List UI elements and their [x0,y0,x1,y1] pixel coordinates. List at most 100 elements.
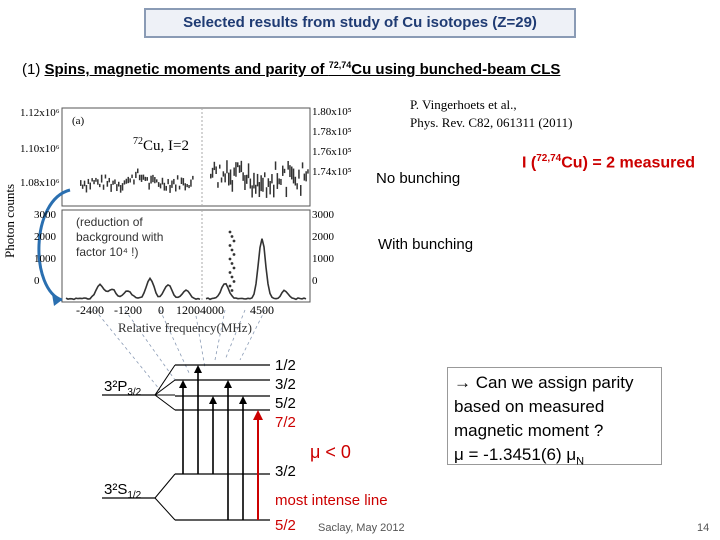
data-point [210,173,212,179]
lower-right-spectrum [205,238,307,301]
data-point [237,162,239,168]
peak-dot [230,289,234,292]
data-point [211,167,214,178]
data-point [305,171,307,182]
data-point [159,183,162,189]
data-point [144,176,147,182]
data-point [274,161,277,170]
data-point [169,184,171,193]
reference: P. Vingerhoets et al., Phys. Rev. C82, 0… [410,96,573,132]
parity-question-box: → Can we assign parity based on measured… [447,367,662,467]
lower-term-label: 3²S1/2 [104,481,142,501]
data-point [264,172,266,178]
subtitle-prefix: (1) [22,61,45,78]
peak-dot [232,280,236,283]
reference-authors: P. Vingerhoets et al., [410,97,517,112]
magnetic-moment-value: μ = -1.3451(6) μN [454,445,585,468]
data-point [262,177,264,192]
data-point [165,185,167,191]
data-point [125,178,128,184]
peak-dot [228,271,232,274]
isotope-mass: 72 [133,136,143,147]
lower-panel-frame [61,209,311,303]
peak-dot [228,244,232,247]
data-point [303,173,306,181]
data-point [133,179,135,185]
data-point [104,174,107,179]
data-point [137,168,139,174]
data-point [287,160,289,170]
data-point [184,183,186,191]
data-point [99,183,101,188]
isotope-label: 72Cu, I=2 [133,136,189,155]
data-point [265,187,268,198]
peak-dot [230,262,234,265]
data-point [118,181,120,187]
data-point [167,178,169,185]
data-point [114,179,116,185]
data-point [246,174,248,184]
data-point [100,174,103,183]
data-point [267,178,270,187]
data-point [231,180,234,192]
transition-arrows [182,369,244,520]
data-point [157,182,160,187]
data-point [285,186,288,198]
data-point [156,179,158,183]
data-point [283,168,286,174]
data-point [180,177,183,185]
peak-dot [228,257,232,261]
data-point [307,169,309,174]
peak-dot [230,235,234,238]
data-point [244,175,246,190]
peak-dot [230,248,234,252]
data-point [93,180,95,185]
data-point [138,174,141,181]
data-point [242,172,244,181]
data-point [112,180,114,185]
lower-left-y-ticks: 3000 2000 1000 0 [34,209,56,287]
data-point [152,174,154,183]
upper-left-data-points [80,168,194,193]
data-point [278,178,280,185]
data-point [233,167,235,176]
x-tick-2: -1200 [114,303,142,317]
data-point [215,166,217,175]
data-point [228,172,230,186]
upper-right-y-ticks: 1.80x10⁵ 1.78x10⁵ 1.76x10⁵ 1.74x10⁵ [312,106,352,178]
reduction-arrow-head [52,294,62,306]
lower-left-spectrum [65,276,201,301]
data-point [85,185,88,193]
peak-dot [228,230,232,234]
data-point [83,180,86,187]
upper-left-y-ticks: 1.12x10⁶ 1.10x10⁶ 1.08x10⁶ [20,107,60,189]
peak-dot [232,253,236,256]
x-axis-label: Relative frequency(MHz) [118,320,252,335]
data-point [106,180,109,187]
data-point [251,185,253,198]
x-tick-1: -2400 [76,303,104,317]
data-point [182,178,185,186]
data-point [116,184,118,192]
data-point [229,169,232,185]
data-point [97,179,99,185]
data-point [260,175,262,192]
lower-right-y-ticks: 3000 2000 1000 0 [312,209,334,287]
mu-sign: μ < 0 [310,442,351,462]
data-point [255,184,257,194]
peak-to-level-links [94,309,266,391]
data-point [213,161,216,171]
most-intense-label: most intense line [275,492,388,509]
no-bunching-label: No bunching [376,170,461,187]
with-bunching-label: With bunching [378,236,474,253]
data-point [150,175,152,184]
data-point [301,162,304,169]
x-tick-6: 4500 [250,303,274,317]
peak-dot [228,284,232,288]
data-point [247,163,250,179]
subtitle-mass: 72,74 [328,60,352,70]
data-point [280,178,282,185]
data-point [258,182,261,198]
x-tick-3: 0 [158,303,164,317]
data-point [253,172,255,189]
